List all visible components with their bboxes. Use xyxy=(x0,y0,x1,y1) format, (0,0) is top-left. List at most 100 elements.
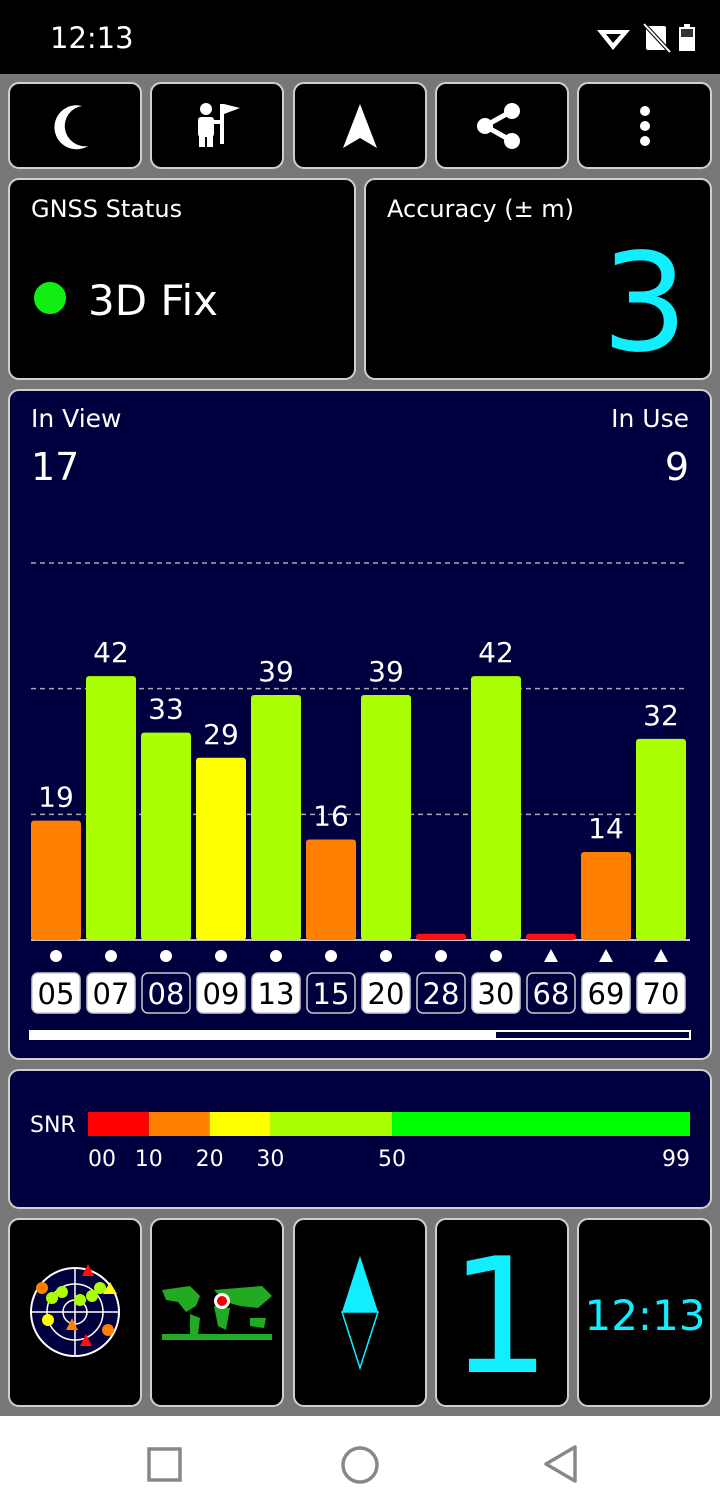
constellation-symbol xyxy=(490,950,502,962)
snr-tick-label: 20 xyxy=(196,1147,224,1172)
constellation-symbol xyxy=(160,950,172,962)
accuracy-card xyxy=(364,178,712,380)
value-label: 16 xyxy=(313,799,349,832)
satellite-id-box xyxy=(416,972,466,1014)
constellation-symbol xyxy=(215,950,227,962)
constellation-symbol xyxy=(50,950,62,962)
toolbar xyxy=(8,82,712,169)
satellite-id: 30 xyxy=(478,977,515,1011)
satellite-id: 07 xyxy=(93,977,130,1011)
satellite-id-box xyxy=(31,972,81,1014)
waypoint-button[interactable] xyxy=(150,82,284,169)
value-label: 32 xyxy=(643,699,679,732)
sky-view-icon xyxy=(30,1264,120,1357)
menu-icon xyxy=(640,106,650,146)
satellite-id-box xyxy=(636,972,686,1014)
snr-tick-label: 50 xyxy=(378,1147,406,1172)
snr-segment xyxy=(148,1112,210,1136)
clock-button[interactable] xyxy=(577,1218,712,1407)
satellite-id: 69 xyxy=(588,977,625,1011)
bar xyxy=(636,738,686,940)
share-button[interactable] xyxy=(435,82,569,169)
snr-tick-label: 00 xyxy=(88,1147,116,1172)
satellite-id-box xyxy=(86,972,136,1014)
satellite-id: 15 xyxy=(313,977,350,1011)
satellite-id-box xyxy=(306,972,356,1014)
compass-icon xyxy=(340,1256,380,1371)
home-button[interactable] xyxy=(341,1446,379,1484)
satellite-id-box xyxy=(141,972,191,1014)
fix-indicator xyxy=(32,280,68,316)
back-button[interactable] xyxy=(544,1445,577,1483)
satellite-id-box xyxy=(361,972,411,1014)
snr-legend-panel xyxy=(8,1069,712,1209)
snr-tick-label: 99 xyxy=(662,1147,690,1172)
satellite-id: 28 xyxy=(423,977,460,1011)
value-label: 14 xyxy=(588,812,624,845)
satellite-id-box xyxy=(581,972,631,1014)
value-label: 42 xyxy=(93,636,129,669)
value-label: 19 xyxy=(38,781,74,814)
person-flag-icon xyxy=(198,103,240,147)
constellation-symbol xyxy=(270,950,282,962)
satellite-id: 68 xyxy=(533,977,570,1011)
snr-tick-label: 10 xyxy=(135,1147,163,1172)
bar xyxy=(471,676,521,940)
satellite-id: 70 xyxy=(643,977,680,1011)
accuracy-value: 3 xyxy=(601,225,688,383)
bar xyxy=(251,694,301,940)
count-button[interactable] xyxy=(435,1218,569,1407)
satellite-count: 1 xyxy=(449,1223,551,1410)
gnss-status-title: GNSS Status xyxy=(31,195,182,223)
satellite-id: 09 xyxy=(203,977,240,1011)
value-label: 33 xyxy=(148,693,184,726)
satellite-id-box xyxy=(471,972,521,1014)
constellation-symbol xyxy=(435,950,447,962)
value-label: 42 xyxy=(478,636,514,669)
bar xyxy=(306,839,356,940)
recents-button[interactable] xyxy=(147,1447,182,1482)
snr-legend: 00 10 20 30 50 99 xyxy=(88,1112,690,1172)
status-icons xyxy=(597,22,695,54)
bar xyxy=(141,732,191,940)
bottom-tiles: 1 12:13 xyxy=(8,1218,712,1410)
in-use-value: 9 xyxy=(665,445,689,489)
in-view-value: 17 xyxy=(31,445,79,489)
bar xyxy=(31,820,81,940)
snr-tick-label: 30 xyxy=(256,1147,284,1172)
snr-legend-label: SNR xyxy=(30,1113,76,1138)
in-use-label: In Use xyxy=(611,404,689,433)
status-bar xyxy=(0,0,720,74)
satellite-id: 20 xyxy=(368,977,405,1011)
status-time: 12:13 xyxy=(50,21,134,55)
clock: 12:13 xyxy=(584,1291,705,1340)
bar xyxy=(361,694,411,940)
constellation-symbol xyxy=(599,949,613,962)
value-label: 39 xyxy=(368,655,404,688)
bar xyxy=(526,933,576,940)
value-label: 29 xyxy=(203,718,239,751)
world-map-icon xyxy=(162,1286,272,1340)
satellite-id-box xyxy=(251,972,301,1014)
gnss-status-card xyxy=(8,178,356,380)
constellation-symbol xyxy=(544,949,558,962)
moon-icon xyxy=(54,105,88,150)
bar xyxy=(416,933,466,940)
satellite-id-box xyxy=(196,972,246,1014)
satellite-id-box xyxy=(526,972,576,1014)
night-mode-button[interactable] xyxy=(8,82,142,169)
satellite-id: 13 xyxy=(258,977,295,1011)
constellation-symbol xyxy=(325,950,337,962)
accuracy-title: Accuracy (± m) xyxy=(387,195,574,223)
nav-bar xyxy=(0,1416,720,1512)
scroll-thumb xyxy=(30,1031,496,1039)
snr-segment xyxy=(88,1112,149,1136)
arrow-icon xyxy=(343,104,377,148)
snr-segment xyxy=(209,1112,271,1136)
snr-segment xyxy=(270,1112,393,1136)
gnss-status-value: 3D Fix xyxy=(88,276,218,325)
constellation-symbol xyxy=(380,950,392,962)
share-icon xyxy=(477,103,520,149)
